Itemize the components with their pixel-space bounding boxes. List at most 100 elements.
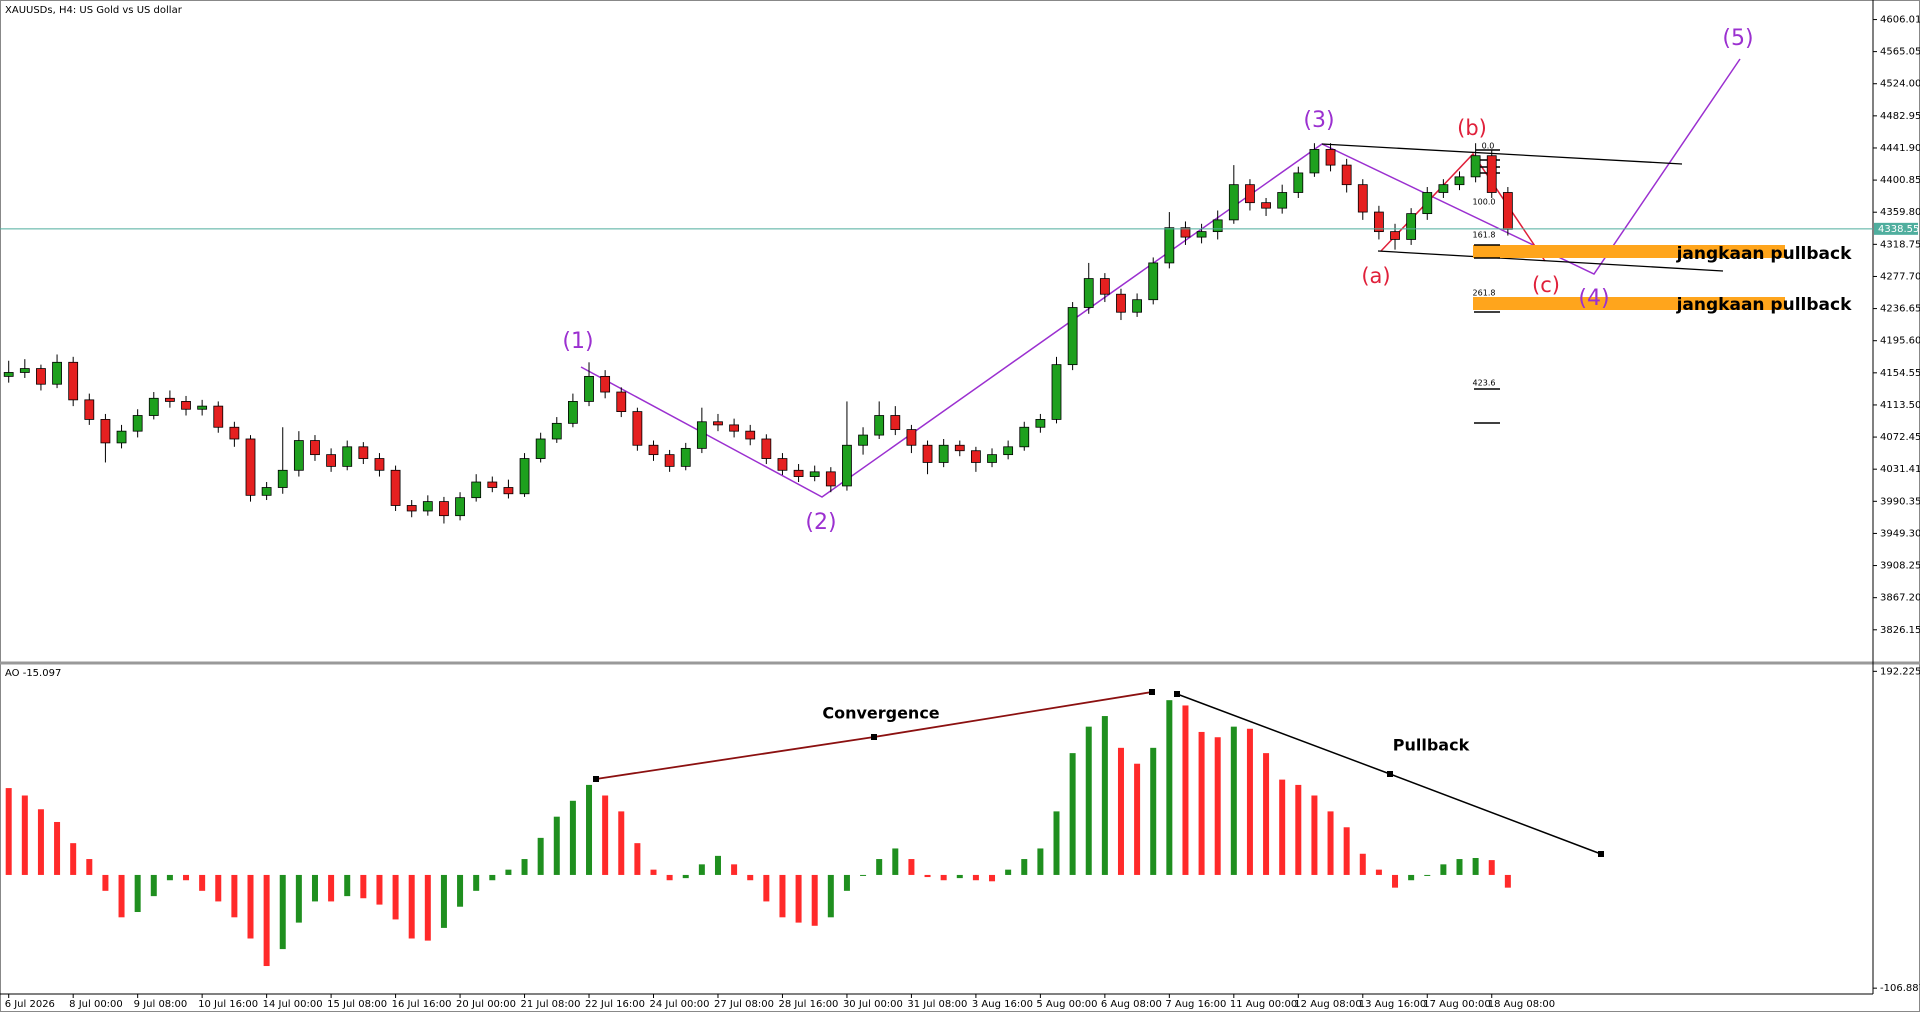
ao-bar: [763, 874, 770, 902]
candle-body: [922, 444, 933, 463]
candle-body: [987, 454, 997, 463]
y-tick-label: 4359.80: [1880, 207, 1920, 218]
annotation: Convergence: [822, 704, 939, 723]
annotation: 423.6: [1473, 379, 1496, 388]
ao-bar: [295, 874, 302, 923]
ao-bar: [183, 874, 190, 881]
candle-body: [1390, 231, 1400, 240]
candle-body: [213, 405, 224, 428]
ao-bar: [1069, 753, 1076, 875]
ao-bar: [102, 874, 109, 891]
annotation: 261.8: [1473, 289, 1496, 298]
y-tick-label: 4524.00: [1880, 79, 1920, 90]
annotation: (3): [1303, 108, 1334, 133]
anchor-points: [593, 689, 1604, 857]
ao-bar: [553, 816, 560, 875]
candle-body: [906, 429, 917, 446]
x-tick-label: 7 Aug 16:00: [1165, 999, 1226, 1010]
y-tick-label: 4277.70: [1880, 271, 1920, 282]
candle-body: [519, 458, 530, 495]
candle-body: [1470, 155, 1481, 178]
ao-bar: [1488, 860, 1495, 875]
ao-bar: [989, 874, 996, 882]
ao-bar: [1408, 874, 1415, 881]
candle-body: [68, 361, 79, 401]
ao-bar: [376, 874, 383, 905]
candle-body: [1164, 227, 1175, 264]
candle-body: [535, 438, 546, 459]
x-tick-label: 5 Aug 00:00: [1036, 999, 1097, 1010]
ao-bar: [1359, 853, 1366, 875]
candle-body: [1277, 192, 1288, 209]
candle-body: [1422, 192, 1433, 215]
ao-bar: [956, 874, 963, 879]
y-tick-label: 4606.01: [1880, 15, 1920, 26]
candle-body: [858, 434, 868, 446]
candle-body: [1083, 278, 1094, 308]
x-tick-label: 10 Jul 16:00: [198, 999, 258, 1010]
ao-bar: [440, 874, 447, 928]
ao-bar: [392, 874, 399, 920]
candle-body: [1325, 149, 1336, 166]
x-tick-label: 28 Jul 16:00: [778, 999, 838, 1010]
candle-body: [809, 471, 820, 477]
annotation: (5): [1722, 26, 1753, 51]
ao-bar: [150, 874, 157, 897]
y-tick-label: 4113.50: [1880, 400, 1920, 411]
y-tick-label: -106.887: [1880, 983, 1920, 994]
candle-body: [713, 421, 723, 426]
ao-bar: [569, 800, 576, 875]
ao-bar: [1053, 811, 1060, 875]
ao-bar: [876, 859, 883, 875]
candle-body: [1132, 299, 1142, 313]
chart-title: XAUUSDs, H4: US Gold vs US dollar: [5, 5, 183, 16]
ao-bar: [1327, 811, 1334, 875]
y-tick-label: 3949.30: [1880, 528, 1920, 539]
ao-bar: [602, 795, 609, 875]
x-tick-label: 3 Aug 16:00: [972, 999, 1033, 1010]
candle-body: [503, 487, 514, 495]
ao-bar: [698, 864, 705, 875]
ao-bar: [344, 874, 351, 897]
candle-body: [164, 397, 175, 402]
ao-bar: [650, 869, 657, 875]
y-tick-label: 3826.15: [1880, 625, 1920, 636]
candle-body: [729, 424, 739, 432]
ao-bar: [731, 864, 738, 875]
annotation: jangkaan pullback: [1676, 244, 1852, 264]
ao-bar: [521, 859, 528, 875]
candle-body: [277, 469, 288, 488]
ao-bar: [70, 843, 77, 875]
ao-bar: [247, 874, 254, 939]
x-tick-label: 13 Aug 16:00: [1359, 999, 1426, 1010]
x-tick-label: 16 Jul 16:00: [392, 999, 452, 1010]
ao-bar: [795, 874, 802, 923]
candle-body: [310, 440, 320, 456]
ao-bar: [215, 874, 222, 902]
candle-body: [422, 501, 433, 512]
ao-bar: [1504, 874, 1511, 888]
ao-bar: [1279, 779, 1286, 875]
x-tick-label: 20 Jul 00:00: [456, 999, 516, 1010]
y-tick-label: 3990.35: [1880, 496, 1920, 507]
x-tick-label: 21 Jul 08:00: [521, 999, 581, 1010]
x-tick-label: 18 Aug 08:00: [1488, 999, 1555, 1010]
candle-body: [1212, 219, 1223, 233]
ao-bar: [1182, 705, 1189, 875]
candle-body: [1067, 307, 1078, 366]
candle-body: [116, 430, 127, 444]
candle-body: [874, 415, 885, 436]
ao-bar: [1263, 753, 1270, 875]
annotation: (1): [562, 329, 593, 354]
annotation: (b): [1457, 116, 1487, 140]
channel-line: [1377, 250, 1724, 272]
ao-bar: [473, 874, 480, 891]
candle-body: [1099, 278, 1110, 295]
candle-body: [938, 444, 949, 463]
y-tick-label: 4072.45: [1880, 432, 1920, 443]
channel-line: [1321, 143, 1683, 165]
candle-body: [148, 397, 159, 416]
